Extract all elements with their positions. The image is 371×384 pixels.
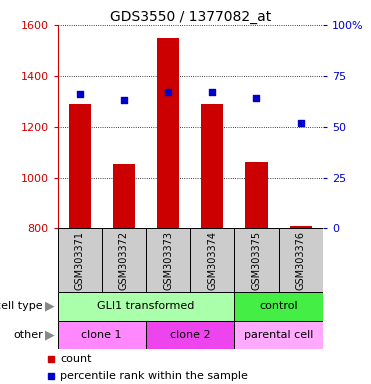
Text: GSM303371: GSM303371 xyxy=(75,231,85,290)
Point xyxy=(209,89,215,95)
Text: percentile rank within the sample: percentile rank within the sample xyxy=(60,371,248,381)
Title: GDS3550 / 1377082_at: GDS3550 / 1377082_at xyxy=(109,10,271,24)
Text: count: count xyxy=(60,354,92,364)
Text: other: other xyxy=(13,330,43,340)
Point xyxy=(165,89,171,95)
Point xyxy=(121,97,127,103)
Text: GLI1 transformed: GLI1 transformed xyxy=(97,301,195,311)
Bar xyxy=(234,228,279,292)
Bar xyxy=(58,292,234,321)
Text: clone 2: clone 2 xyxy=(170,330,210,340)
Bar xyxy=(234,321,323,349)
Bar xyxy=(102,228,146,292)
Text: GSM303373: GSM303373 xyxy=(163,231,173,290)
Bar xyxy=(190,228,234,292)
Text: clone 1: clone 1 xyxy=(82,330,122,340)
Text: ▶: ▶ xyxy=(45,300,54,313)
Bar xyxy=(146,321,234,349)
Text: GSM303374: GSM303374 xyxy=(207,231,217,290)
Bar xyxy=(201,104,223,228)
Bar xyxy=(290,226,312,228)
Bar xyxy=(58,321,146,349)
Bar xyxy=(245,162,267,228)
Text: GSM303372: GSM303372 xyxy=(119,231,129,290)
Bar xyxy=(146,228,190,292)
Text: GSM303375: GSM303375 xyxy=(252,231,262,290)
Bar xyxy=(69,104,91,228)
Text: cell type: cell type xyxy=(0,301,43,311)
Bar xyxy=(279,228,323,292)
Text: ▶: ▶ xyxy=(45,329,54,341)
Text: control: control xyxy=(259,301,298,311)
Bar xyxy=(58,228,102,292)
Bar xyxy=(113,164,135,228)
Bar xyxy=(157,38,179,228)
Text: GSM303376: GSM303376 xyxy=(296,231,306,290)
Point xyxy=(253,95,259,101)
Text: parental cell: parental cell xyxy=(244,330,313,340)
Bar xyxy=(234,292,323,321)
Point xyxy=(77,91,83,97)
Point xyxy=(298,119,303,126)
